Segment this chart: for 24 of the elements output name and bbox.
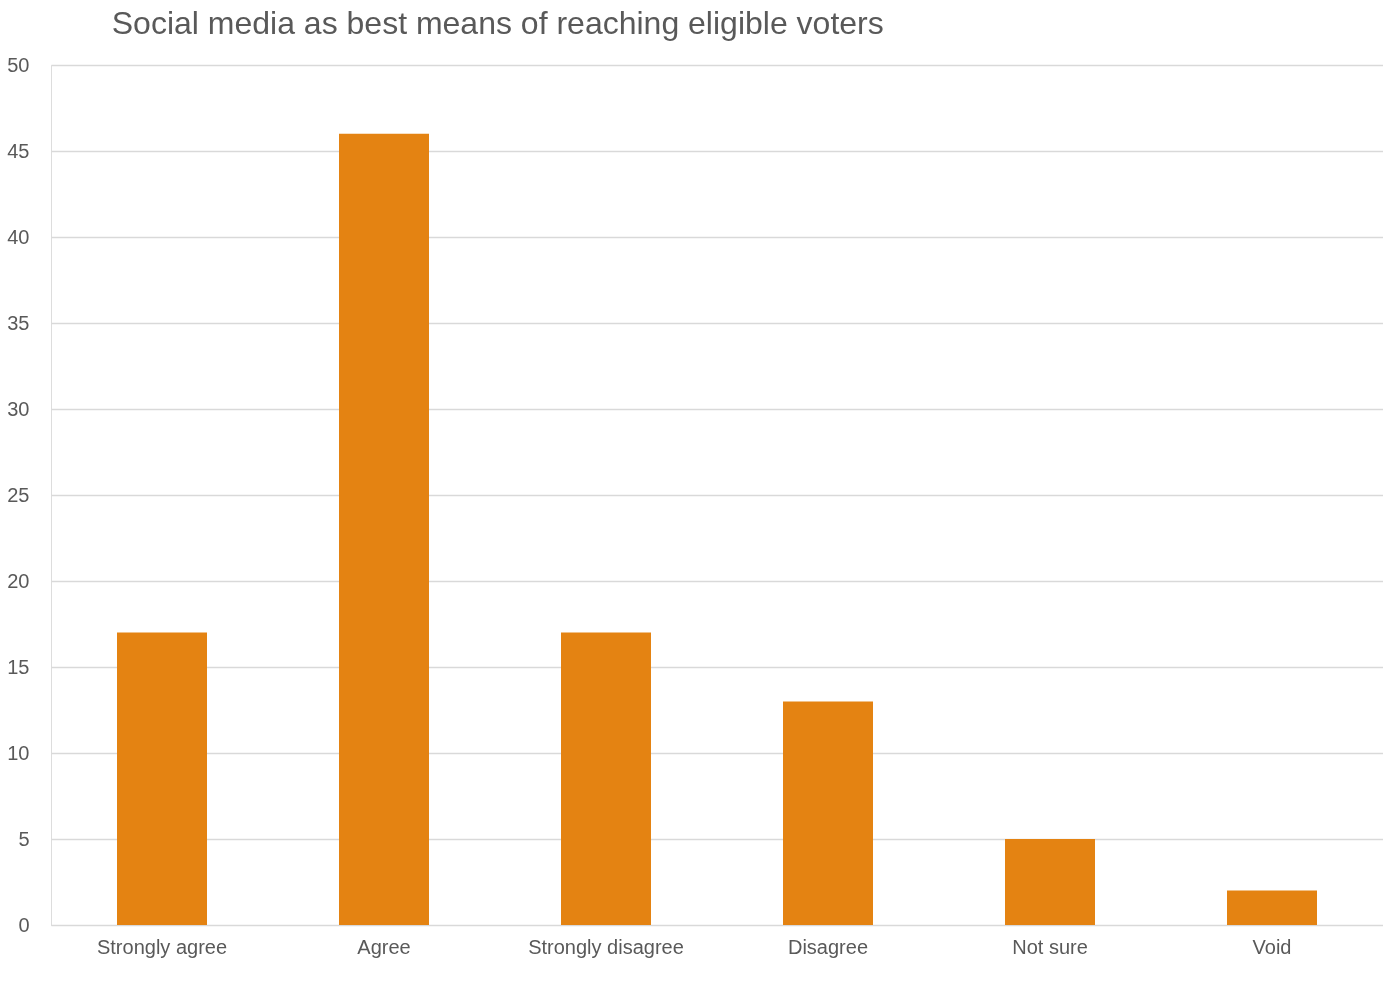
x-tick-label: Not sure bbox=[1012, 935, 1088, 958]
y-tick-label: 0 bbox=[18, 913, 30, 936]
y-tick-label: 10 bbox=[7, 741, 30, 764]
x-tick-label: Disagree bbox=[787, 935, 869, 958]
bar bbox=[561, 632, 651, 925]
y-tick-label: 25 bbox=[7, 483, 30, 506]
y-tick-label: 45 bbox=[7, 139, 30, 162]
y-tick-label: 50 bbox=[7, 53, 30, 76]
y-tick-label: 15 bbox=[7, 655, 30, 678]
bar bbox=[783, 701, 873, 925]
x-tick-label: Void bbox=[1252, 935, 1292, 958]
y-tick-label: 20 bbox=[7, 569, 30, 592]
bar bbox=[1227, 890, 1317, 925]
x-tick-label: Strongly disagree bbox=[528, 935, 684, 958]
y-tick-label: 35 bbox=[7, 311, 30, 334]
y-tick-label: 40 bbox=[7, 225, 30, 248]
y-tick-label: 30 bbox=[7, 397, 30, 420]
bar bbox=[1005, 839, 1095, 925]
x-tick-label: Strongly agree bbox=[96, 935, 228, 958]
chart-title: Social media as best means of reaching eligible voters bbox=[111, 5, 884, 41]
bar bbox=[339, 133, 429, 925]
x-tick-label: Agree bbox=[357, 935, 411, 958]
y-tick-label: 5 bbox=[18, 827, 30, 850]
bar bbox=[117, 632, 207, 925]
